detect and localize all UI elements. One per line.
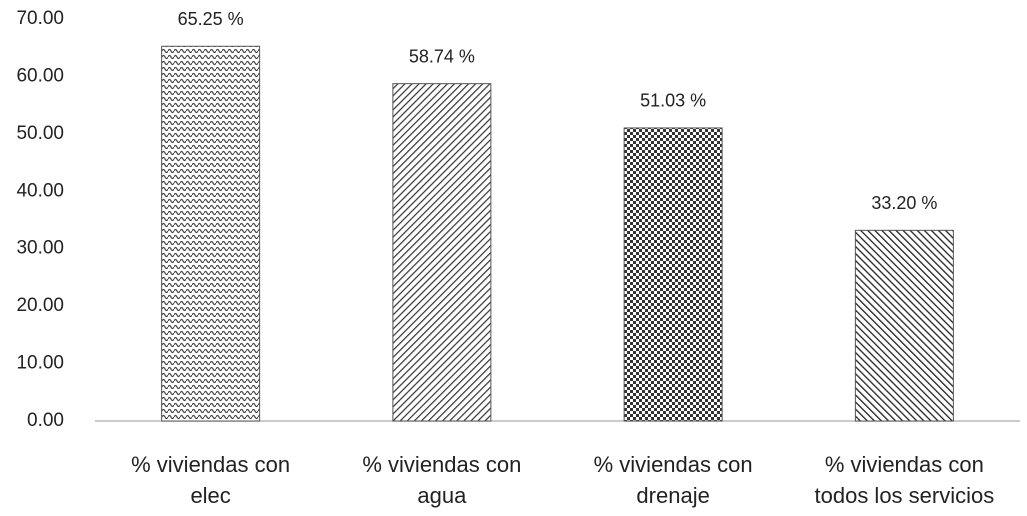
x-tick-label: % viviendas con drenaje (594, 452, 753, 508)
x-tick-line: % viviendas con (825, 452, 984, 477)
bar (161, 45, 261, 422)
y-tick-label: 20.00 (16, 295, 64, 316)
y-tick-label: 30.00 (16, 238, 64, 259)
x-tick-line: % viviendas con (362, 452, 521, 477)
y-tick-label: 40.00 (16, 180, 64, 201)
x-tick-label: % viviendas con elec (131, 452, 290, 508)
x-tick-line: elec (190, 483, 230, 508)
y-tick-label: 10.00 (16, 353, 64, 374)
value-label: 33.20 % (871, 193, 937, 213)
x-tick-label: % viviendas con agua (362, 452, 521, 508)
y-tick-label: 70.00 (16, 8, 64, 29)
x-tick-line: agua (417, 483, 467, 508)
bar (854, 229, 954, 422)
x-tick-line: drenaje (636, 483, 709, 508)
value-label: 65.25 % (178, 9, 244, 29)
x-tick-line: % viviendas con (131, 452, 290, 477)
bar (623, 127, 723, 422)
y-tick-label: 50.00 (16, 123, 64, 144)
x-tick-label: % viviendas con todos los servicios (815, 452, 995, 508)
x-tick-line: todos los servicios (815, 483, 995, 508)
x-tick-line: % viviendas con (594, 452, 753, 477)
y-tick-label: 0.00 (27, 410, 64, 431)
y-tick-label: 60.00 (16, 65, 64, 86)
value-label: 51.03 % (640, 91, 706, 111)
bar (392, 83, 492, 422)
value-label: 58.74 % (409, 46, 475, 66)
